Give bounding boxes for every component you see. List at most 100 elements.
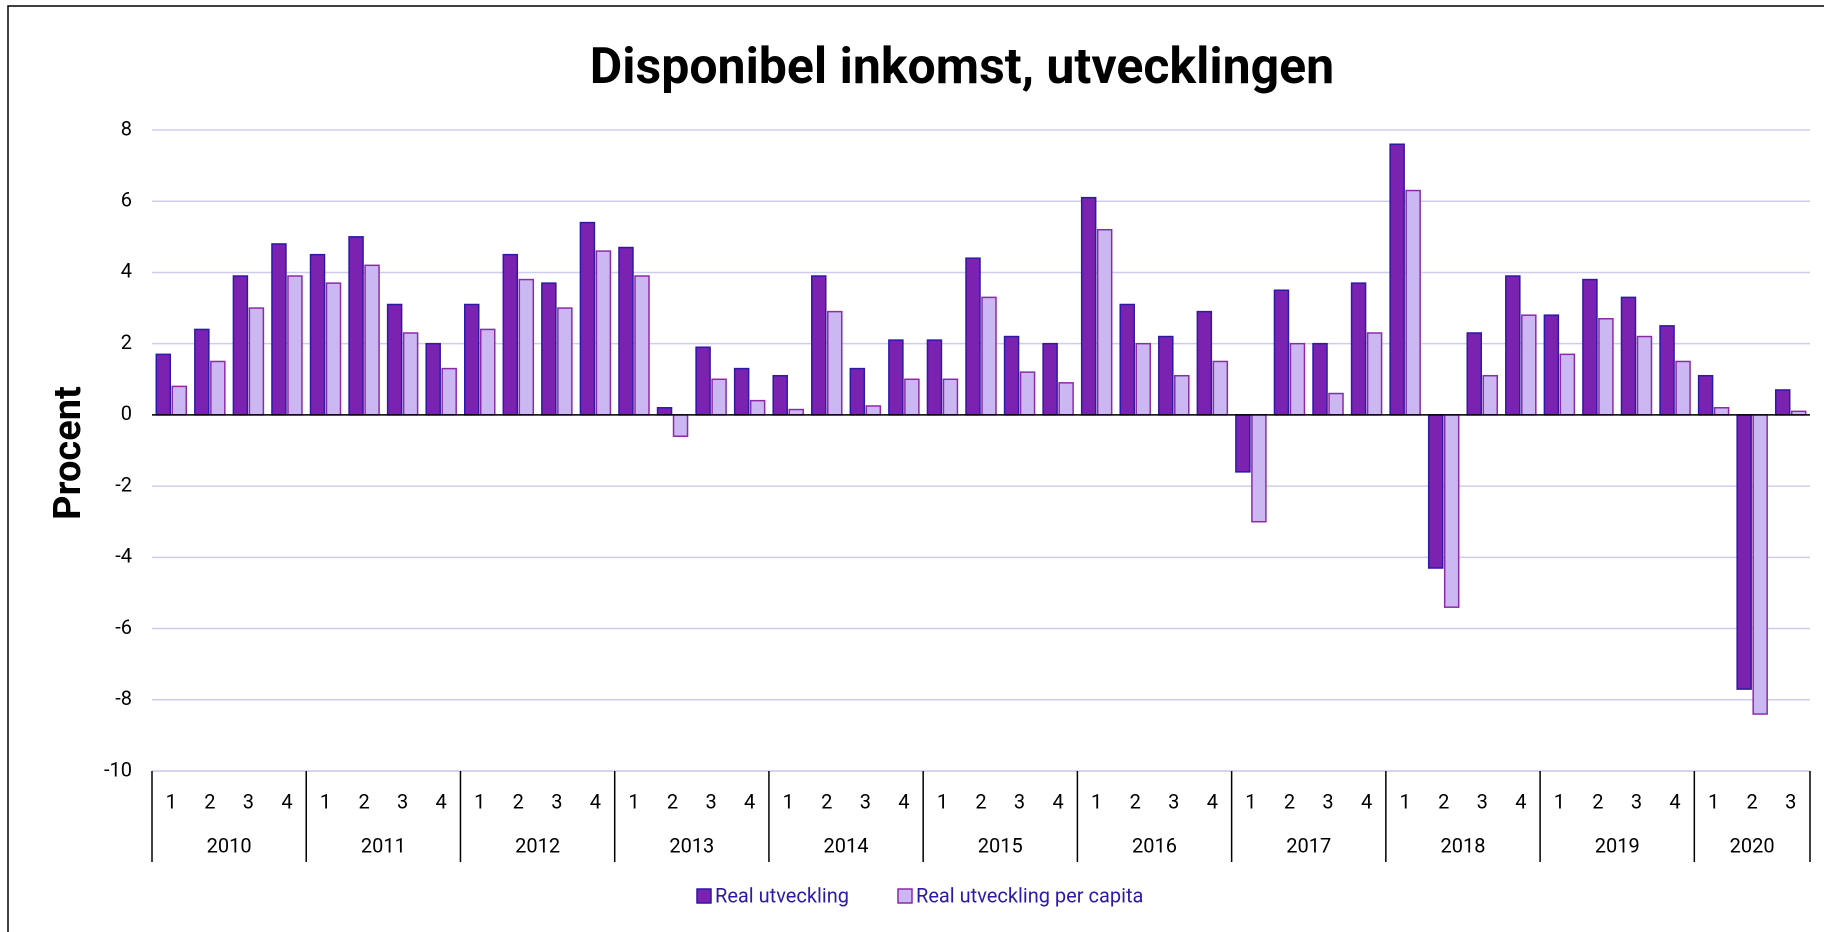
- x-tick-label: 3: [243, 789, 254, 813]
- y-tick-label: 4: [121, 259, 132, 283]
- bar: [557, 307, 573, 416]
- bar: [271, 243, 287, 416]
- year-label: 2018: [1440, 833, 1485, 857]
- bar: [1289, 342, 1306, 416]
- x-tick-label: 4: [1361, 789, 1372, 813]
- bar: [888, 339, 904, 416]
- x-tick-label: 3: [1014, 789, 1025, 813]
- bar: [1080, 196, 1097, 416]
- bar: [232, 275, 249, 416]
- year-label: 2010: [207, 833, 252, 857]
- x-tick-label: 2: [667, 789, 678, 813]
- bar: [1273, 289, 1290, 416]
- x-tick-label: 1: [1245, 789, 1256, 813]
- bar: [1328, 392, 1344, 416]
- bar: [1235, 414, 1251, 473]
- y-tick-label: 6: [121, 188, 132, 212]
- x-tick-label: 3: [860, 789, 871, 813]
- bar: [1158, 335, 1174, 416]
- bar: [155, 353, 172, 416]
- x-tick-label: 1: [1091, 789, 1102, 813]
- bar: [1482, 374, 1499, 416]
- x-tick-label: 4: [590, 789, 601, 813]
- bar: [618, 246, 634, 416]
- bar: [1598, 317, 1614, 416]
- bar: [287, 275, 303, 416]
- x-tick-label: 1: [474, 789, 485, 813]
- bar: [463, 303, 480, 416]
- bar: [1636, 335, 1653, 416]
- bar: [634, 275, 650, 416]
- y-tick-label: -10: [104, 757, 132, 781]
- x-tick-label: 3: [551, 789, 562, 813]
- year-label: 2011: [361, 833, 406, 857]
- y-tick-label: -6: [115, 615, 132, 639]
- x-tick-label: 4: [1052, 789, 1063, 813]
- x-tick-label: 3: [1168, 789, 1179, 813]
- bar: [1736, 414, 1752, 690]
- x-tick-label: 2: [1747, 789, 1758, 813]
- bar: [248, 307, 265, 416]
- legend-label: Real utveckling per capita: [916, 883, 1143, 907]
- bar: [827, 310, 843, 416]
- x-tick-label: 2: [1592, 789, 1603, 813]
- bar: [1135, 342, 1151, 416]
- bar: [711, 378, 727, 416]
- x-tick-label: 4: [744, 789, 755, 813]
- x-tick-label: 1: [1554, 789, 1565, 813]
- x-tick-label: 1: [166, 789, 177, 813]
- bar: [1366, 332, 1383, 416]
- x-tick-label: 1: [783, 789, 794, 813]
- x-tick-label: 3: [1785, 789, 1796, 813]
- x-tick-label: 3: [1322, 789, 1333, 813]
- y-axis-label: Procent: [46, 386, 90, 520]
- bar: [364, 264, 380, 416]
- year-label: 2020: [1730, 833, 1775, 857]
- bar: [695, 346, 711, 416]
- x-tick-label: 4: [436, 789, 447, 813]
- y-tick-label: -4: [115, 544, 132, 568]
- bar: [1659, 325, 1675, 416]
- x-tick-label: 4: [1207, 789, 1218, 813]
- x-tick-label: 3: [397, 789, 408, 813]
- bar: [1521, 314, 1537, 416]
- chart-title: Disponibel inkomst, utvecklingen: [590, 38, 1334, 96]
- y-tick-label: 0: [121, 401, 132, 425]
- bar: [788, 408, 804, 416]
- x-tick-label: 1: [937, 789, 948, 813]
- x-tick-label: 2: [358, 789, 369, 813]
- bar: [595, 250, 612, 416]
- y-tick-label: -2: [115, 472, 132, 496]
- bar: [402, 332, 419, 416]
- x-tick-label: 3: [1477, 789, 1488, 813]
- bar: [1505, 275, 1521, 416]
- bar: [1174, 374, 1190, 416]
- bar: [1019, 371, 1036, 416]
- bar: [1675, 360, 1691, 416]
- bar: [1350, 282, 1367, 416]
- bar: [904, 378, 920, 416]
- bar: [441, 367, 457, 416]
- bar: [1443, 414, 1460, 608]
- bar: [981, 296, 997, 416]
- x-tick-label: 4: [1515, 789, 1526, 813]
- x-tick-label: 1: [320, 789, 331, 813]
- x-tick-label: 2: [204, 789, 215, 813]
- x-tick-label: 3: [705, 789, 716, 813]
- bar: [1774, 389, 1791, 416]
- bar: [1251, 414, 1267, 523]
- legend-swatch: [897, 888, 913, 904]
- bar: [348, 236, 364, 416]
- x-tick-label: 2: [1438, 789, 1449, 813]
- year-label: 2013: [669, 833, 714, 857]
- bar: [309, 253, 326, 416]
- x-tick-label: 4: [898, 789, 909, 813]
- x-tick-label: 2: [513, 789, 524, 813]
- year-label: 2016: [1132, 833, 1177, 857]
- bar: [502, 253, 519, 416]
- bar: [811, 275, 827, 416]
- bar: [1752, 414, 1768, 715]
- bar: [733, 367, 750, 416]
- bar: [171, 385, 188, 416]
